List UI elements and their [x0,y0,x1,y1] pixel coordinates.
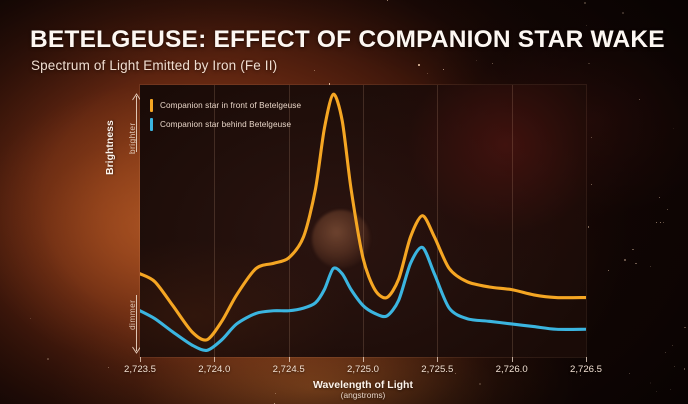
x-axis-title: Wavelength of Light [313,379,413,391]
legend-label-front: Companion star in front of Betelgeuse [160,101,302,110]
x-axis-tick-mark [140,357,141,362]
x-axis-tick-mark [511,357,513,362]
legend-item-front: Companion star in front of Betelgeuse [150,98,301,113]
x-axis-tick-mark [288,357,290,362]
x-axis-tick-label: 2,725.5 [421,364,454,375]
up-arrow-icon [132,93,141,152]
down-arrow-icon [132,295,141,354]
page-title: BETELGEUSE: EFFECT OF COMPANION STAR WAK… [30,26,665,53]
x-axis-tick-mark [214,357,216,362]
legend-swatch-icon [150,118,153,131]
x-axis-units: (angstroms) [340,390,386,400]
spectrum-curves [140,92,586,353]
plot-area: Companion star in front of Betelgeuse Co… [140,85,586,357]
gridline [214,85,216,357]
curve-companion-behind [140,245,586,353]
x-axis-tick-mark [586,357,587,362]
x-axis-tick-mark [437,357,439,362]
x-axis-tick-label: 2,726.5 [569,364,603,375]
x-axis-tick-label: 2,725.0 [346,364,380,375]
page-subtitle: Spectrum of Light Emitted by Iron (Fe II… [31,58,278,73]
curve-companion-in-front [140,92,586,342]
legend-label-behind: Companion star behind Betelgeuse [160,120,292,129]
legend-swatch-icon [150,99,153,112]
x-axis-tick-label: 2,724.0 [198,364,231,375]
legend: Companion star in front of Betelgeuse Co… [150,98,301,136]
y-axis-title: Brightness [104,120,116,175]
legend-item-behind: Companion star behind Betelgeuse [150,117,301,132]
gridline [437,85,439,357]
x-axis-tick-label: 2,726.0 [495,364,528,375]
x-axis-tick-label: 2,724.5 [272,364,305,375]
gridline [511,85,513,357]
x-axis-tick-label: 2,723.5 [123,364,157,375]
gridline [288,85,290,357]
gridline [363,85,364,357]
x-axis-tick-mark [363,357,364,362]
